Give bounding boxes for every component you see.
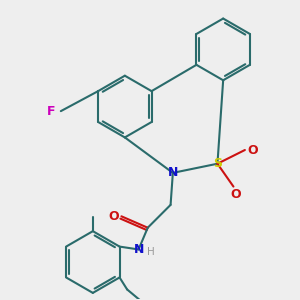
Text: S: S [213, 157, 222, 170]
Text: O: O [248, 143, 258, 157]
Text: H: H [147, 247, 155, 257]
Text: O: O [108, 210, 119, 223]
Text: N: N [168, 167, 178, 179]
Text: F: F [46, 105, 55, 118]
Text: O: O [230, 188, 241, 201]
Text: N: N [134, 243, 144, 256]
